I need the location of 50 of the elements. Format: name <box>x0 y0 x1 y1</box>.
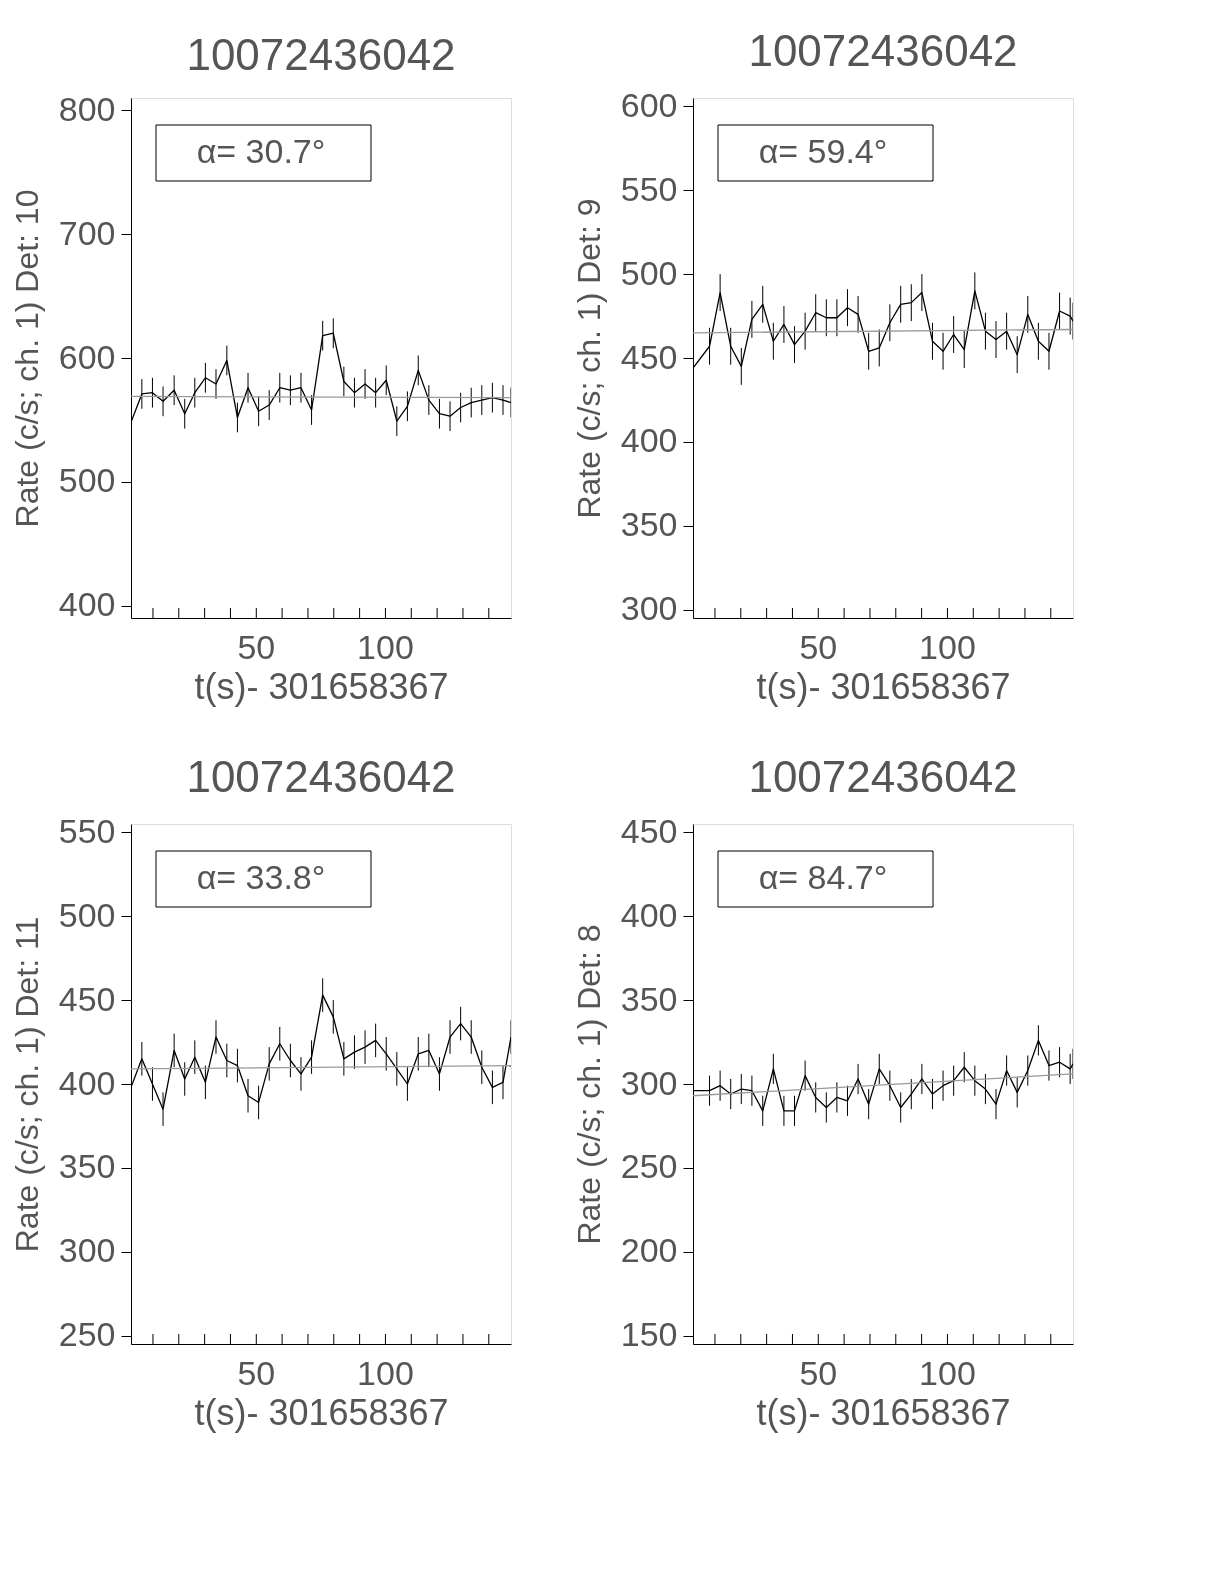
y-tick-label: 500 <box>58 461 116 500</box>
y-tick-label: 250 <box>620 1147 678 1186</box>
x-axis-title: t(s)- 301658367 <box>194 665 449 707</box>
annotation: α= 84.7° <box>758 858 888 896</box>
y-tick-label: 350 <box>620 505 678 544</box>
chart-title: 10072436042 <box>748 26 1018 76</box>
annotation: α= 30.7° <box>196 132 326 170</box>
y-tick-label: 600 <box>58 337 116 376</box>
y-tick-label: 200 <box>620 1231 678 1270</box>
chart-title: 10072436042 <box>186 30 456 80</box>
chart-title: 10072436042 <box>186 752 456 802</box>
y-tick-label: 600 <box>620 85 678 124</box>
y-tick-label: 400 <box>620 421 678 460</box>
x-tick-label: 100 <box>919 1354 976 1392</box>
y-tick-label: 450 <box>620 337 678 376</box>
x-axis-title: t(s)- 301658367 <box>756 1391 1011 1433</box>
y-tick-label: 150 <box>620 1315 678 1354</box>
y-tick-label: 500 <box>620 253 678 292</box>
y-tick-label: 350 <box>620 979 678 1018</box>
y-tick-label: 400 <box>58 585 116 624</box>
y-tick-label: 450 <box>58 979 116 1018</box>
y-axis-title: Rate (c/s; ch. 1) Det: 9 <box>570 198 607 519</box>
y-tick-label: 700 <box>58 213 116 252</box>
y-tick-label: 400 <box>58 1063 116 1102</box>
y-tick-label: 550 <box>620 169 678 208</box>
x-tick-label: 100 <box>357 1354 414 1392</box>
y-tick-label: 800 <box>58 89 116 128</box>
y-axis-title: Rate (c/s; ch. 1) Det: 11 <box>8 916 45 1253</box>
x-tick-label: 50 <box>237 1354 276 1392</box>
y-tick-label: 350 <box>58 1147 116 1186</box>
x-tick-label: 50 <box>799 628 838 666</box>
y-tick-label: 250 <box>58 1315 116 1354</box>
y-axis-title: Rate (c/s; ch. 1) Det: 8 <box>570 924 607 1245</box>
y-tick-label: 500 <box>58 895 116 934</box>
x-tick-label: 100 <box>919 628 976 666</box>
annotation: α= 59.4° <box>758 132 888 170</box>
y-axis-title: Rate (c/s; ch. 1) Det: 10 <box>8 189 45 528</box>
x-axis-title: t(s)- 301658367 <box>756 665 1011 707</box>
x-axis-title: t(s)- 301658367 <box>194 1391 449 1433</box>
y-tick-label: 400 <box>620 895 678 934</box>
y-tick-label: 300 <box>58 1231 116 1270</box>
y-tick-label: 300 <box>620 1063 678 1102</box>
y-tick-label: 300 <box>620 589 678 628</box>
annotation: α= 33.8° <box>196 858 326 896</box>
x-tick-label: 100 <box>357 628 414 666</box>
x-tick-label: 50 <box>799 1354 838 1392</box>
chart-title: 10072436042 <box>748 752 1018 802</box>
x-tick-label: 50 <box>237 628 276 666</box>
y-tick-label: 450 <box>620 811 678 850</box>
y-tick-label: 550 <box>58 811 116 850</box>
